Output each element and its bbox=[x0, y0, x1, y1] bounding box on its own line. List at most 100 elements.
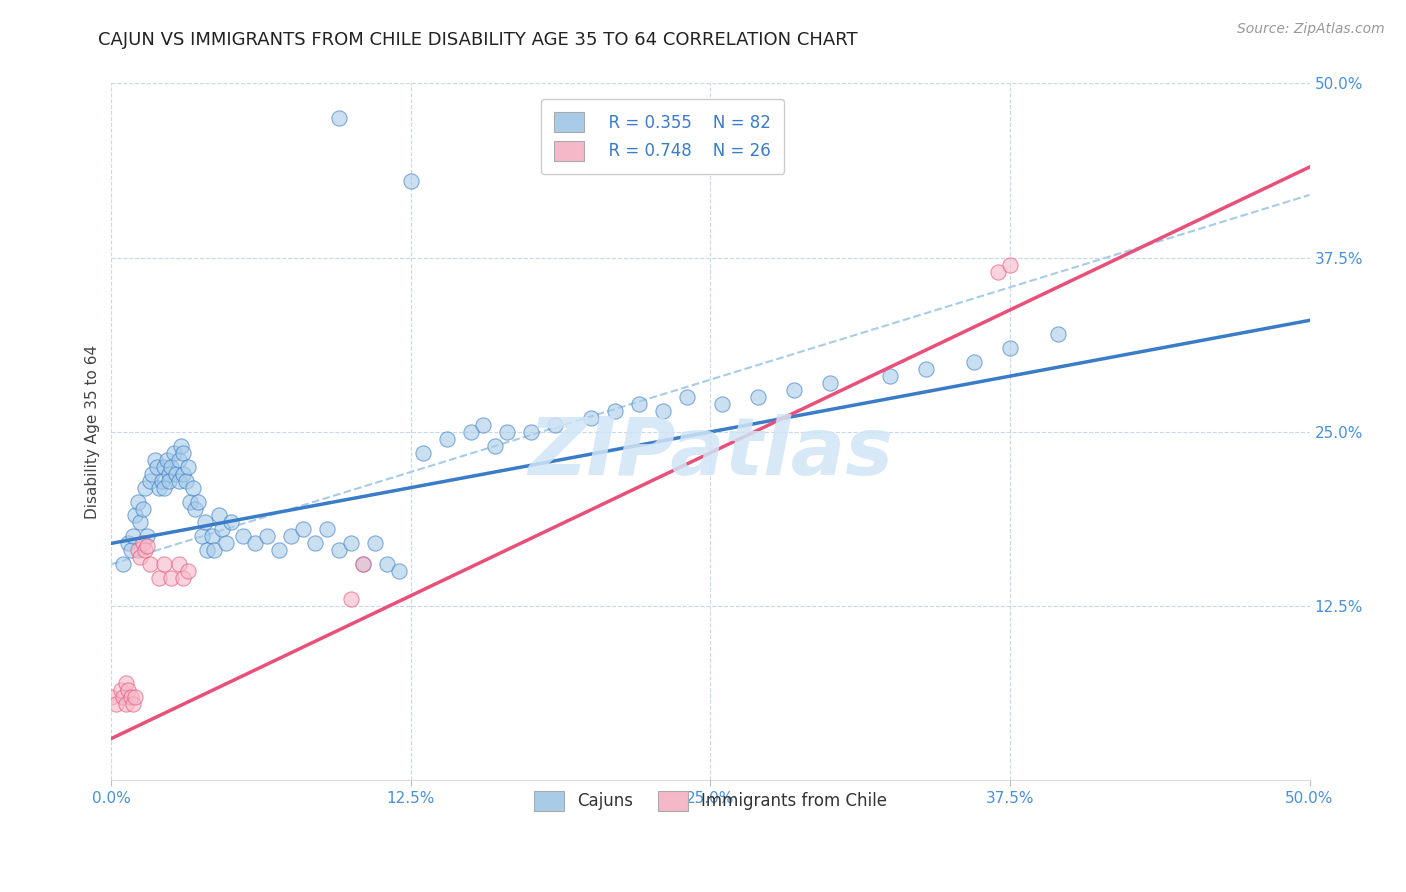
Point bbox=[184, 501, 207, 516]
Point bbox=[153, 459, 176, 474]
Point bbox=[651, 404, 673, 418]
Point bbox=[179, 494, 201, 508]
Point bbox=[127, 494, 149, 508]
Point bbox=[316, 523, 339, 537]
Point bbox=[1046, 327, 1069, 342]
Point bbox=[436, 432, 458, 446]
Point bbox=[399, 174, 422, 188]
Point bbox=[139, 558, 162, 572]
Point bbox=[167, 474, 190, 488]
Point bbox=[167, 452, 190, 467]
Point bbox=[204, 543, 226, 558]
Point bbox=[364, 536, 387, 550]
Point bbox=[471, 417, 494, 432]
Point bbox=[915, 362, 938, 376]
Point bbox=[675, 390, 697, 404]
Point bbox=[148, 571, 170, 585]
Point bbox=[177, 564, 200, 578]
Point bbox=[219, 516, 242, 530]
Point bbox=[747, 390, 769, 404]
Point bbox=[143, 452, 166, 467]
Point bbox=[120, 543, 142, 558]
Point bbox=[170, 439, 193, 453]
Point bbox=[495, 425, 517, 439]
Point bbox=[375, 558, 398, 572]
Point bbox=[579, 411, 602, 425]
Point bbox=[998, 258, 1021, 272]
Point bbox=[328, 543, 350, 558]
Point bbox=[160, 571, 183, 585]
Point bbox=[195, 543, 218, 558]
Point bbox=[208, 508, 231, 523]
Point bbox=[243, 536, 266, 550]
Point bbox=[136, 539, 159, 553]
Point bbox=[292, 523, 315, 537]
Point bbox=[153, 481, 176, 495]
Point bbox=[131, 536, 153, 550]
Point bbox=[157, 474, 180, 488]
Point bbox=[879, 369, 901, 384]
Point bbox=[134, 481, 156, 495]
Point bbox=[603, 404, 626, 418]
Text: Source: ZipAtlas.com: Source: ZipAtlas.com bbox=[1237, 22, 1385, 37]
Point bbox=[148, 481, 170, 495]
Point bbox=[181, 481, 204, 495]
Point bbox=[194, 516, 217, 530]
Point bbox=[150, 474, 173, 488]
Point bbox=[820, 376, 842, 390]
Point bbox=[110, 682, 132, 697]
Point bbox=[139, 474, 162, 488]
Point bbox=[114, 697, 136, 711]
Text: CAJUN VS IMMIGRANTS FROM CHILE DISABILITY AGE 35 TO 64 CORRELATION CHART: CAJUN VS IMMIGRANTS FROM CHILE DISABILIT… bbox=[98, 31, 858, 49]
Point bbox=[544, 417, 567, 432]
Point bbox=[167, 558, 190, 572]
Point bbox=[153, 558, 176, 572]
Point bbox=[627, 397, 650, 411]
Point bbox=[134, 543, 156, 558]
Point bbox=[519, 425, 541, 439]
Point bbox=[131, 501, 153, 516]
Point bbox=[174, 474, 197, 488]
Text: ZIPatlas: ZIPatlas bbox=[529, 414, 893, 491]
Point bbox=[352, 558, 374, 572]
Point bbox=[215, 536, 238, 550]
Point bbox=[129, 516, 152, 530]
Point bbox=[129, 550, 152, 565]
Point bbox=[388, 564, 411, 578]
Point bbox=[280, 529, 302, 543]
Point bbox=[340, 592, 363, 607]
Point bbox=[112, 690, 135, 704]
Point bbox=[269, 543, 291, 558]
Point bbox=[117, 682, 139, 697]
Point bbox=[304, 536, 326, 550]
Point bbox=[211, 523, 233, 537]
Point bbox=[177, 459, 200, 474]
Point bbox=[127, 543, 149, 558]
Point bbox=[157, 467, 180, 481]
Point bbox=[146, 459, 169, 474]
Point bbox=[105, 697, 128, 711]
Point bbox=[117, 536, 139, 550]
Y-axis label: Disability Age 35 to 64: Disability Age 35 to 64 bbox=[86, 345, 100, 519]
Point bbox=[963, 355, 986, 369]
Point bbox=[783, 383, 806, 397]
Point bbox=[160, 459, 183, 474]
Point bbox=[191, 529, 214, 543]
Point bbox=[122, 697, 145, 711]
Point bbox=[998, 341, 1021, 355]
Point bbox=[165, 467, 187, 481]
Point bbox=[352, 558, 374, 572]
Point bbox=[412, 446, 434, 460]
Point bbox=[484, 439, 506, 453]
Point bbox=[155, 452, 177, 467]
Point bbox=[124, 690, 146, 704]
Point bbox=[201, 529, 224, 543]
Point bbox=[711, 397, 734, 411]
Point bbox=[256, 529, 278, 543]
Point bbox=[112, 558, 135, 572]
Point bbox=[328, 112, 350, 126]
Point bbox=[136, 529, 159, 543]
Legend: Cajuns, Immigrants from Chile: Cajuns, Immigrants from Chile bbox=[520, 777, 901, 824]
Point bbox=[141, 467, 163, 481]
Point bbox=[172, 446, 194, 460]
